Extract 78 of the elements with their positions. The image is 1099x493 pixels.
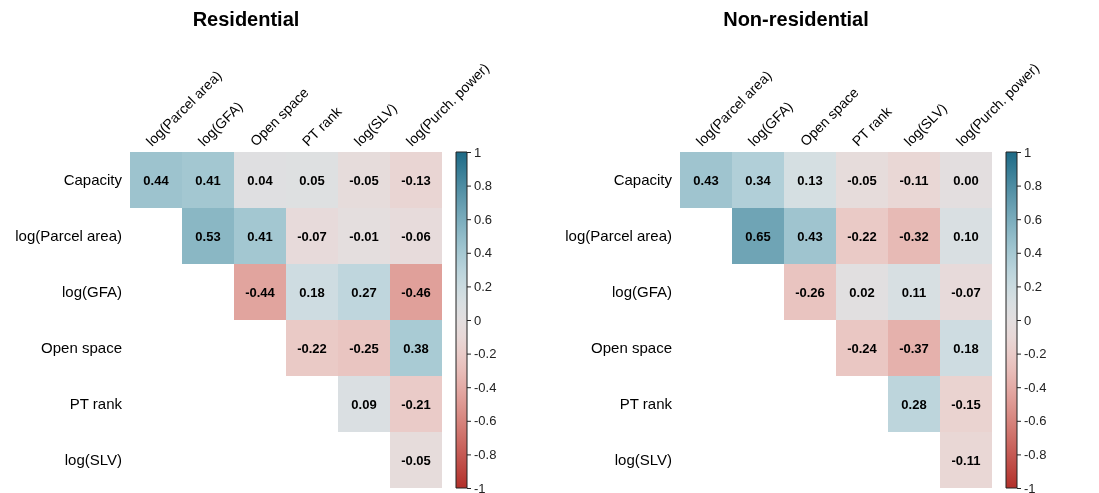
data-label: -0.25 (349, 340, 379, 356)
color-bar-label: 0.2 (1024, 279, 1043, 295)
color-bar-label: 0.8 (474, 178, 493, 194)
data-label: -0.05 (349, 172, 379, 188)
data-label: 0.05 (299, 172, 325, 188)
data-label: 0.43 (693, 172, 719, 188)
y-tick-label: Open space (41, 339, 122, 357)
data-label: -0.22 (297, 340, 327, 356)
y-tick-label: log(Parcel area) (15, 227, 122, 245)
data-label: 0.18 (953, 340, 979, 356)
data-label: -0.05 (401, 452, 431, 468)
data-label: -0.11 (951, 452, 981, 468)
color-bar-label: -0.8 (474, 447, 497, 463)
data-label: -0.15 (951, 396, 981, 412)
y-tick-label: PT rank (619, 395, 673, 413)
y-tick-label: log(SLV) (64, 451, 122, 469)
y-tick-label: log(GFA) (61, 283, 122, 301)
data-label: -0.06 (401, 228, 431, 244)
data-label: 0.04 (247, 172, 274, 188)
data-label: -0.21 (401, 396, 431, 412)
data-label: 0.13 (797, 172, 823, 188)
y-tick-label: Open space (591, 339, 672, 357)
color-bar-label: 0.6 (1024, 211, 1043, 227)
color-bar-label: 0.4 (474, 245, 493, 261)
data-label: 0.09 (351, 396, 377, 412)
data-label: -0.32 (899, 228, 929, 244)
data-label: -0.07 (297, 228, 327, 244)
color-bar-label: 0 (1024, 312, 1032, 328)
chart-title: Non-residential (723, 8, 869, 30)
data-label: 0.41 (195, 172, 221, 188)
data-label: -0.44 (245, 284, 276, 300)
data-label: 0.34 (745, 172, 772, 188)
color-bar-label: 1 (1024, 144, 1032, 160)
color-bar-label: -1 (474, 480, 486, 493)
y-tick-label: Capacity (63, 171, 123, 189)
data-label: 0.28 (901, 396, 927, 412)
data-label: -0.24 (847, 340, 878, 356)
color-bar-label: -0.6 (474, 413, 497, 429)
y-tick-label: log(GFA) (611, 283, 672, 301)
data-label: 0.27 (351, 284, 377, 300)
data-label: -0.46 (401, 284, 431, 300)
y-tick-label: PT rank (69, 395, 123, 413)
chart-title: Residential (192, 8, 300, 30)
data-label: 0.43 (797, 228, 823, 244)
data-label: 0.10 (953, 228, 979, 244)
color-bar-label: -0.2 (474, 346, 497, 362)
data-label: 0.02 (849, 284, 875, 300)
data-label: 0.00 (953, 172, 979, 188)
data-label: 0.44 (143, 172, 170, 188)
color-bar-label: -0.4 (474, 379, 497, 395)
data-label: -0.01 (349, 228, 379, 244)
data-label: 0.18 (299, 284, 325, 300)
data-label: 0.38 (403, 340, 429, 356)
color-bar-label: -1 (1024, 480, 1036, 493)
data-label: -0.05 (847, 172, 877, 188)
color-bar-label: 0.2 (474, 279, 493, 295)
color-bar-label: 0.8 (1024, 178, 1043, 194)
data-label: -0.07 (951, 284, 981, 300)
data-label: 0.53 (195, 228, 221, 244)
color-bar-label: 0.6 (474, 211, 493, 227)
data-label: 0.65 (745, 228, 771, 244)
y-tick-label: Capacity (613, 171, 673, 189)
y-tick-label: log(SLV) (614, 451, 672, 469)
data-label: -0.37 (899, 340, 929, 356)
color-bar-label: 0 (474, 312, 482, 328)
data-label: -0.22 (847, 228, 877, 244)
data-label: 0.11 (901, 284, 927, 300)
data-label: 0.41 (247, 228, 273, 244)
data-label: -0.26 (795, 284, 825, 300)
color-bar-label: -0.2 (1024, 346, 1047, 362)
color-bar-label: 0.4 (1024, 245, 1043, 261)
color-bar-label: 1 (474, 144, 482, 160)
color-bar-label: -0.8 (1024, 447, 1047, 463)
color-bar-label: -0.4 (1024, 379, 1047, 395)
y-tick-label: log(Parcel area) (565, 227, 672, 245)
data-label: -0.13 (401, 172, 431, 188)
color-bar-label: -0.6 (1024, 413, 1047, 429)
data-label: -0.11 (899, 172, 929, 188)
